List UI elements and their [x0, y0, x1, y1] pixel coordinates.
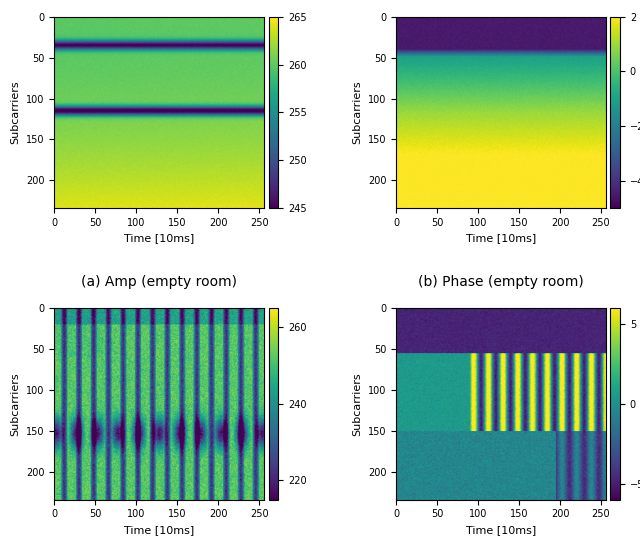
X-axis label: Time [10ms]: Time [10ms] — [466, 525, 536, 535]
Title: (a) Amp (empty room): (a) Amp (empty room) — [81, 275, 237, 289]
X-axis label: Time [10ms]: Time [10ms] — [466, 234, 536, 244]
X-axis label: Time [10ms]: Time [10ms] — [124, 525, 195, 535]
Title: (b) Phase (empty room): (b) Phase (empty room) — [418, 275, 584, 289]
X-axis label: Time [10ms]: Time [10ms] — [124, 234, 195, 244]
Y-axis label: Subcarriers: Subcarriers — [352, 372, 362, 436]
Y-axis label: Subcarriers: Subcarriers — [11, 372, 20, 436]
Y-axis label: Subcarriers: Subcarriers — [11, 80, 20, 144]
Y-axis label: Subcarriers: Subcarriers — [352, 80, 362, 144]
